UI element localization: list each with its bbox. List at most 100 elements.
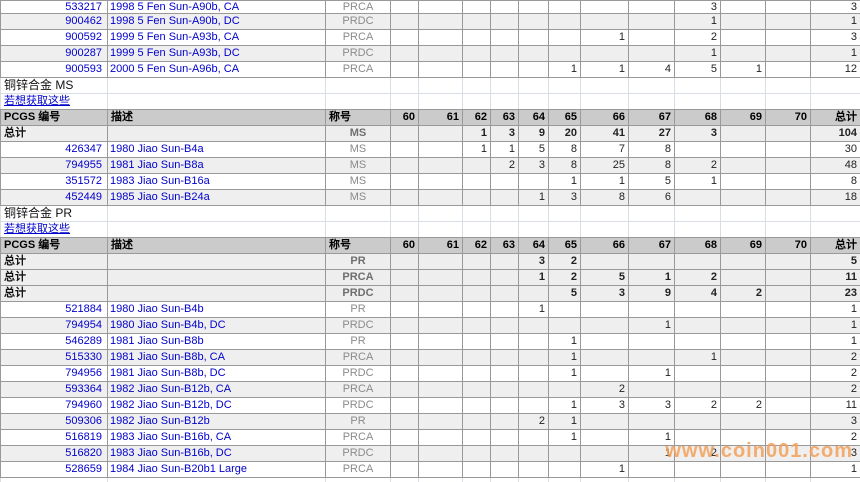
grade-68-count (674, 333, 721, 350)
empty-cell (628, 221, 675, 238)
totals-grade-63-count: 3 (490, 125, 519, 142)
coin-description-link[interactable]: 1998 5 Fen Sun-A90b, CA (107, 0, 326, 14)
coin-description-link[interactable]: 2000 5 Fen Sun-A96b, CA (107, 61, 326, 78)
empty-cell (462, 93, 491, 110)
grade-66-count (580, 429, 629, 446)
totals-designation: PRCA (325, 269, 391, 286)
grade-60-count (390, 349, 419, 366)
table-row: 516819 1983 Jiao Sun-B16b, CA PRCA 1 1 2 (0, 429, 860, 446)
pcgs-number-link[interactable]: 593364 (0, 381, 108, 398)
coin-description-link[interactable]: 1984 Jiao Sun-B20b1 Large (107, 461, 326, 478)
grade-63-count: 2 (490, 157, 519, 174)
empty-cell (720, 221, 766, 238)
empty-cell (518, 221, 549, 238)
column-header-grade-70: 70 (765, 109, 811, 126)
grade-64-count (518, 173, 549, 190)
column-header-designation: 称号 (325, 237, 391, 254)
grade-70-count (765, 189, 811, 206)
coin-description-link[interactable]: 1982 Jiao Sun-B12b (107, 413, 326, 430)
grade-65-count: 1 (548, 365, 581, 382)
totals-desc-empty (107, 269, 326, 286)
pcgs-number-link[interactable]: 515330 (0, 349, 108, 366)
grade-60-count (390, 429, 419, 446)
grade-61-count (418, 429, 463, 446)
coin-description-link[interactable]: 1981 Jiao Sun-B8b, CA (107, 349, 326, 366)
pcgs-number-link[interactable]: 900592 (0, 29, 108, 46)
pcgs-number-link[interactable]: 426347 (0, 141, 108, 158)
grade-60-count (390, 157, 419, 174)
coin-description-link[interactable]: 1982 Jiao Sun-B12b, DC (107, 397, 326, 414)
coin-description-link[interactable]: 1999 5 Fen Sun-A93b, CA (107, 29, 326, 46)
coin-description-link[interactable]: 1981 Jiao Sun-B8a (107, 157, 326, 174)
table-row: 铜锌合金 MS (0, 77, 860, 94)
grade-67-count (628, 333, 675, 350)
totals-grade-66-count (580, 253, 629, 270)
grade-70-count (765, 45, 811, 62)
coin-description-link[interactable]: 1980 Jiao Sun-B4a (107, 141, 326, 158)
grade-64-count: 3 (518, 157, 549, 174)
coin-description-link[interactable]: 1983 Jiao Sun-B16b, CA (107, 429, 326, 446)
grade-65-count (548, 381, 581, 398)
grade-68-count: 2 (674, 29, 721, 46)
grade-69-count (720, 157, 766, 174)
grade-69-count (720, 301, 766, 318)
pcgs-number-link[interactable]: 521884 (0, 301, 108, 318)
table-row: 528659 1984 Jiao Sun-B20b1 Large PRCA 1 1 (0, 461, 860, 478)
coin-description-link[interactable]: 1983 Jiao Sun-B16a (107, 173, 326, 190)
grade-61-count (418, 13, 463, 30)
pcgs-number-link[interactable]: 794956 (0, 365, 108, 382)
empty-cell (462, 221, 491, 238)
empty-cell (325, 205, 391, 222)
designation-label: PRCA (325, 381, 391, 398)
empty-cell (674, 93, 721, 110)
pcgs-number-link[interactable]: 351572 (0, 173, 108, 190)
coin-description-link[interactable]: 1998 5 Fen Sun-A90b, DC (107, 13, 326, 30)
get-these-link[interactable]: 若想获取这些 (0, 221, 108, 238)
totals-grade-66-count: 5 (580, 269, 629, 286)
grade-68-count (674, 381, 721, 398)
pcgs-number-link[interactable]: 546289 (0, 333, 108, 350)
empty-cell (418, 205, 463, 222)
pcgs-number-link[interactable]: 900287 (0, 45, 108, 62)
coin-description-link[interactable]: 1985 Jiao Sun-B24a (107, 189, 326, 206)
grade-69-count (720, 461, 766, 478)
totals-grade-67-count: 27 (628, 125, 675, 142)
grade-64-count (518, 29, 549, 46)
coin-description-link[interactable]: 1999 5 Fen Sun-A93b, DC (107, 45, 326, 62)
total-count: 1 (810, 461, 860, 478)
pcgs-number-link[interactable]: 900593 (0, 61, 108, 78)
pcgs-number-link[interactable]: 794954 (0, 317, 108, 334)
grade-69-count (720, 189, 766, 206)
pcgs-number-link[interactable]: 452449 (0, 189, 108, 206)
pcgs-number-link[interactable]: 794955 (0, 157, 108, 174)
grade-65-count: 1 (548, 397, 581, 414)
coin-description-link[interactable]: 1980 Jiao Sun-B4b (107, 301, 326, 318)
grade-70-count (765, 445, 811, 462)
grade-65-count: 1 (548, 173, 581, 190)
pcgs-number-link[interactable]: 516820 (0, 445, 108, 462)
empty-cell (418, 77, 463, 94)
pcgs-number-link[interactable]: 528659 (0, 461, 108, 478)
totals-grade-63-count (490, 285, 519, 302)
total-count: 11 (810, 397, 860, 414)
coin-description-link[interactable]: 1982 Jiao Sun-B12b, CA (107, 381, 326, 398)
pcgs-number-link[interactable]: 533217 (0, 0, 108, 14)
total-count: 3 (810, 445, 860, 462)
coin-description-link[interactable]: 1983 Jiao Sun-B16b, DC (107, 445, 326, 462)
get-these-link[interactable]: 若想获取这些 (0, 93, 108, 110)
totals-grade-65-count: 2 (548, 269, 581, 286)
pcgs-number-link[interactable]: 794960 (0, 397, 108, 414)
pcgs-number-link[interactable]: 516819 (0, 429, 108, 446)
grade-61-count (418, 301, 463, 318)
totals-grade-67-count: 1 (628, 269, 675, 286)
pcgs-number-link[interactable]: 900462 (0, 13, 108, 30)
grade-68-count (674, 461, 721, 478)
total-count: 1 (810, 317, 860, 334)
pcgs-number-link[interactable]: 509306 (0, 413, 108, 430)
coin-description-link[interactable]: 1981 Jiao Sun-B8b, DC (107, 365, 326, 382)
coin-description-link[interactable]: 1980 Jiao Sun-B4b, DC (107, 317, 326, 334)
total-count: 3 (810, 29, 860, 46)
grade-61-count (418, 317, 463, 334)
coin-description-link[interactable]: 1981 Jiao Sun-B8b (107, 333, 326, 350)
grade-63-count (490, 45, 519, 62)
